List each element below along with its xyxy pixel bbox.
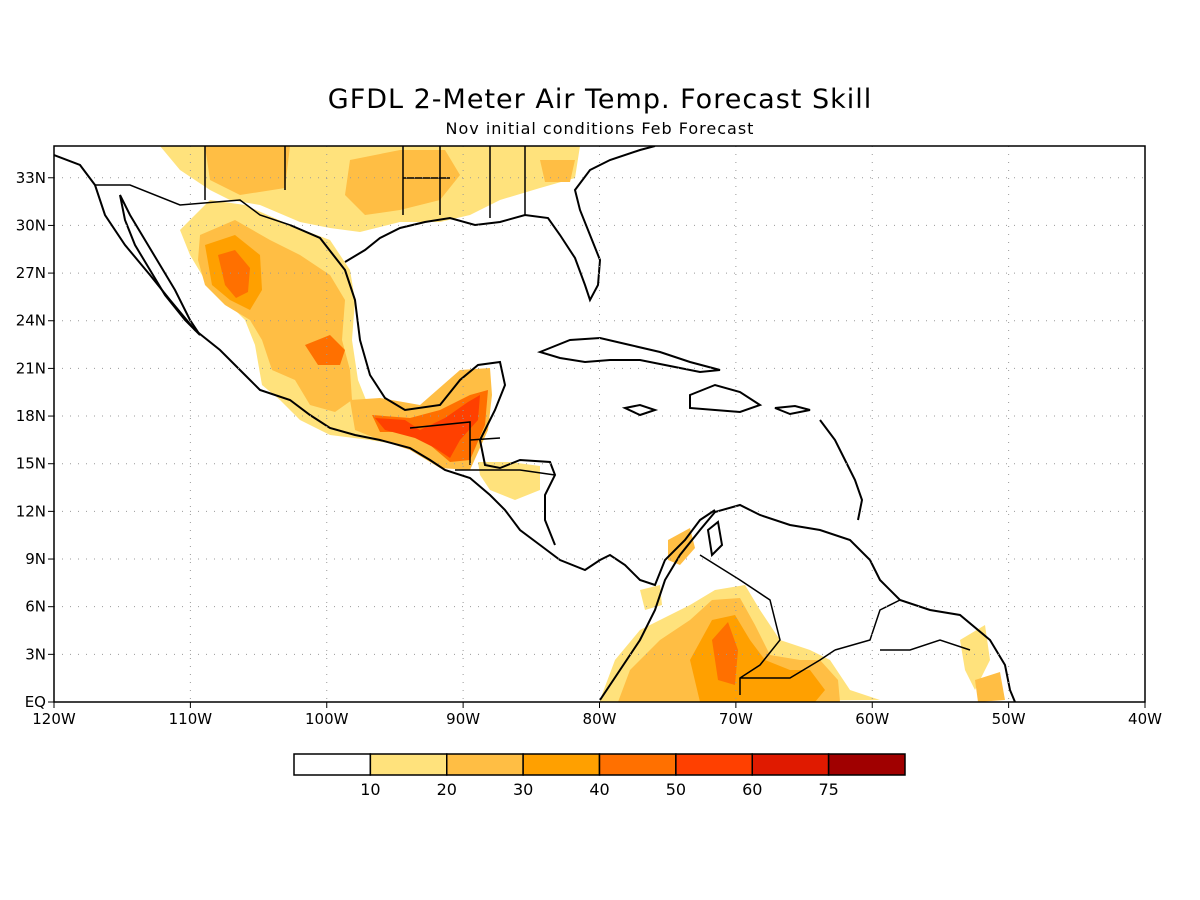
coast-antilles (819, 419, 864, 521)
lon-label: 80W (583, 710, 617, 728)
colorbar: 10 20 30 40 50 60 75 (293, 753, 906, 799)
colorbar-tick-label: 75 (818, 780, 838, 799)
coast-gulf (289, 224, 557, 546)
skill-region-amapa (975, 672, 1005, 702)
lat-label: EQ (25, 693, 46, 711)
coastlines (54, 146, 1016, 702)
lat-label: 12N (16, 502, 46, 520)
latitude-labels: EQ 3N 6N 9N 12N 15N 18N 21N 24N 27N 30N 33N (16, 169, 54, 711)
skill-region-gulf-coast (540, 160, 575, 182)
lat-label: 30N (16, 216, 46, 234)
skill-region-central-mexico (305, 335, 345, 365)
lat-label: 18N (16, 407, 46, 425)
lon-label: 60W (855, 710, 889, 728)
border-central-america (409, 421, 556, 476)
colorbar-swatch (522, 753, 601, 776)
colorbar-tick-label: 60 (742, 780, 762, 799)
lon-label: 50W (992, 710, 1026, 728)
lon-label: 40W (1128, 710, 1162, 728)
colorbar-tick-label: 50 (666, 780, 686, 799)
coast-jamaica (621, 403, 659, 417)
lon-label: 110W (169, 710, 213, 728)
skill-region-us-south-inner (205, 146, 290, 195)
coast-puerto-rico (774, 404, 811, 416)
lon-label: 70W (719, 710, 753, 728)
skill-region-amazon-north (712, 622, 738, 685)
coast-lake-maracaibo (706, 520, 724, 558)
coast-hispaniola (689, 383, 763, 414)
colorbar-swatch (293, 753, 372, 776)
border-us-mexico (95, 184, 291, 226)
lon-label: 120W (32, 710, 76, 728)
skill-region-guianas (960, 625, 990, 690)
lat-label: 15N (16, 455, 46, 473)
colorbar-tick-label: 30 (513, 780, 533, 799)
colorbar-swatch (751, 753, 830, 776)
colorbar-swatch (446, 753, 524, 776)
longitude-labels: 120W 110W 100W 90W 80W 70W 60W 50W 40W (32, 702, 1162, 728)
colorbar-swatch (827, 753, 906, 776)
coast-us-gulf (344, 146, 656, 303)
colorbar-tick-label: 20 (437, 780, 457, 799)
lon-label: 90W (446, 710, 480, 728)
lat-label: 21N (16, 359, 46, 377)
skill-shading (160, 146, 1005, 702)
border-south-america (699, 554, 971, 695)
border-us-states (204, 146, 526, 218)
colorbar-swatch (598, 753, 677, 776)
colorbar-tick-label: 10 (360, 780, 380, 799)
colorbar-swatch (675, 753, 753, 776)
lat-label: 3N (25, 645, 46, 663)
coast-baja (119, 194, 201, 336)
skill-region-honduras (478, 462, 540, 500)
lat-label: 24N (16, 312, 46, 330)
coast-south-america (599, 503, 1016, 702)
borders (95, 146, 971, 695)
chart-title: GFDL 2-Meter Air Temp. Forecast Skill (327, 84, 873, 115)
colorbar-swatch (369, 753, 448, 776)
lat-label: 27N (16, 264, 46, 282)
skill-region-sierra-madre (218, 250, 250, 298)
lon-label: 100W (305, 710, 349, 728)
lat-label: 6N (25, 598, 46, 616)
lat-label: 33N (16, 169, 46, 187)
coast-cuba (536, 336, 721, 374)
lat-label: 9N (25, 550, 46, 568)
colorbar-tick-label: 40 (589, 780, 609, 799)
chart-subtitle: Nov initial conditions Feb Forecast (445, 119, 755, 138)
